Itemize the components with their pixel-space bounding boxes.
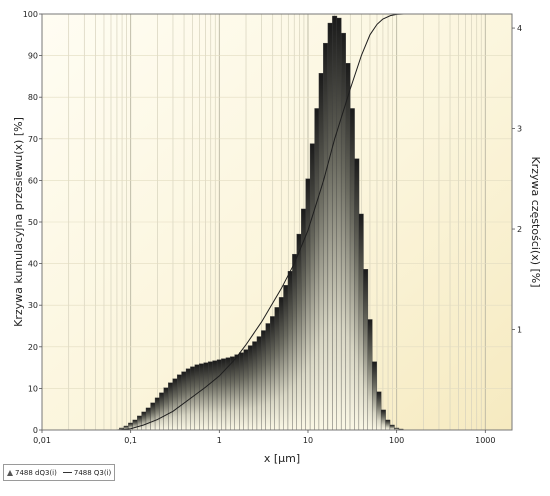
right-tick-label: 4 — [517, 24, 522, 33]
legend-item-histogram: 7488 dQ3(i) — [7, 469, 57, 477]
legend-label-cumulative: 7488 Q3(i) — [73, 468, 112, 477]
left-tick-label: 80 — [28, 93, 38, 102]
histogram-bar — [150, 402, 156, 431]
bars-layer — [119, 15, 404, 431]
histogram-bar — [278, 297, 284, 431]
left-tick-label: 40 — [28, 260, 38, 269]
histogram-bar — [181, 371, 187, 431]
histogram-bar — [327, 22, 333, 431]
legend-item-cumulative: 7488 Q3(i) — [62, 468, 112, 477]
x-tick-label: 1 — [217, 436, 222, 445]
histogram-bar — [239, 352, 244, 431]
histogram-bar — [270, 316, 275, 431]
x-axis-label: x [µm] — [264, 452, 300, 465]
histogram-bar — [292, 253, 298, 431]
histogram-bar — [194, 364, 200, 431]
histogram-bar — [265, 323, 271, 431]
right-tick-label: 3 — [517, 125, 522, 134]
histogram-bar — [163, 387, 169, 431]
histogram-bar — [363, 269, 369, 431]
histogram-bar — [145, 407, 151, 431]
histogram-bar — [141, 411, 147, 431]
y-axis-right-label: Krzywa częstości(x) [%] — [529, 156, 542, 287]
histogram-bar — [354, 158, 360, 431]
x-tick-label: 10 — [303, 436, 313, 445]
histogram-bar — [252, 341, 258, 431]
left-axis-ticks: 0 10 20 30 40 50 60 70 80 90 100 — [23, 10, 42, 435]
histogram-bar — [199, 363, 205, 431]
histogram-bar — [314, 108, 320, 431]
histogram-bar — [340, 32, 346, 431]
left-tick-label: 60 — [28, 176, 38, 185]
histogram-bar — [309, 143, 315, 431]
histogram-bar — [172, 378, 178, 431]
histogram-bar — [203, 362, 209, 431]
triangle-icon — [7, 469, 13, 476]
histogram-bar — [216, 359, 222, 431]
legend-label-histogram: 7488 dQ3(i) — [15, 468, 57, 477]
histogram-bar — [367, 319, 373, 431]
histogram-bar — [385, 419, 391, 431]
histogram-bar — [283, 285, 289, 431]
histogram-bar — [230, 356, 236, 431]
left-tick-label: 0 — [33, 426, 38, 435]
x-tick-label: 0,01 — [33, 436, 51, 445]
histogram-bar — [207, 361, 213, 431]
histogram-bar — [323, 42, 329, 431]
histogram-bar — [332, 15, 338, 431]
histogram-bar — [336, 17, 342, 431]
x-tick-label: 0,1 — [124, 436, 137, 445]
line-icon — [62, 472, 72, 473]
left-tick-label: 90 — [28, 52, 38, 61]
histogram-bar — [234, 354, 240, 431]
histogram-bar — [274, 307, 280, 431]
histogram-bar — [154, 397, 160, 431]
histogram-bar — [243, 349, 249, 431]
histogram-bar — [358, 213, 364, 431]
right-tick-label: 1 — [517, 326, 522, 335]
left-tick-label: 100 — [23, 10, 38, 19]
histogram-bar — [371, 361, 377, 431]
histogram-bar — [349, 108, 355, 431]
x-tick-label: 100 — [389, 436, 404, 445]
y-axis-left-label: Krzywa kumulacyjna przesiewu(x) [%] — [12, 117, 25, 327]
histogram-bar — [212, 360, 218, 431]
histogram-bar — [176, 374, 182, 431]
histogram-bar — [247, 345, 253, 431]
histogram-bar — [305, 178, 311, 431]
right-tick-label: 2 — [517, 225, 522, 234]
histogram-bar — [159, 392, 165, 431]
histogram-bar — [318, 73, 324, 431]
histogram-bar — [345, 63, 351, 431]
right-axis-ticks: 1 2 3 4 — [512, 24, 522, 335]
x-axis-ticks: 0,01 0,1 1 10 100 1000 — [33, 430, 495, 445]
histogram-bar — [256, 336, 262, 431]
histogram-bar — [296, 233, 302, 431]
cumulative-line — [116, 13, 512, 431]
histogram-bar — [380, 409, 386, 431]
histogram-bar — [132, 419, 138, 431]
legend: 7488 dQ3(i) 7488 Q3(i) — [3, 464, 115, 481]
left-tick-label: 50 — [28, 218, 38, 227]
histogram-bar — [287, 271, 293, 431]
left-tick-label: 10 — [28, 384, 38, 393]
histogram-bar — [137, 415, 143, 431]
histogram-bar — [168, 382, 174, 431]
histogram-bar — [389, 424, 395, 431]
histogram-bar — [376, 391, 382, 431]
left-tick-label: 20 — [28, 343, 38, 352]
histogram-bar — [261, 330, 267, 431]
left-tick-label: 30 — [28, 301, 38, 310]
x-tick-label: 1000 — [475, 436, 495, 445]
left-tick-label: 70 — [28, 135, 38, 144]
